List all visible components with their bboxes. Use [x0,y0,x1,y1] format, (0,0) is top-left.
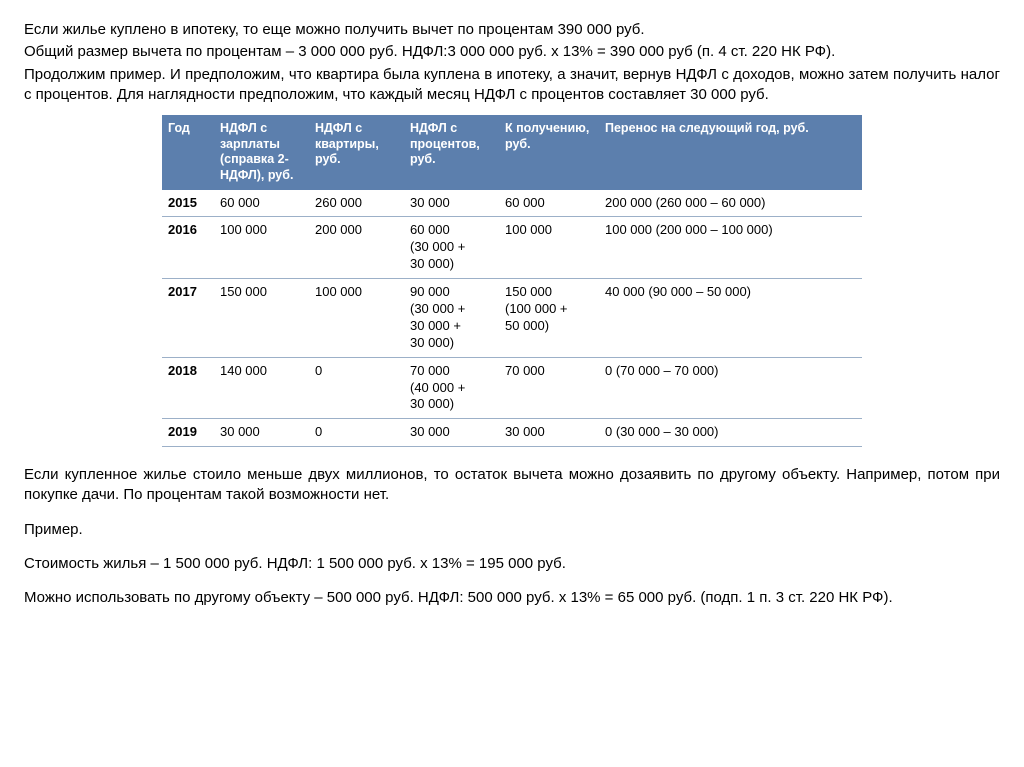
table-body: 201560 000260 00030 00060 000200 000 (26… [162,190,862,447]
table-cell: 100 000 [309,279,404,358]
table-cell: 70 000 (40 000 + 30 000) [404,357,499,419]
table-cell: 2016 [162,217,214,279]
col-header-to-receive: К получению, руб. [499,115,599,190]
table-cell: 140 000 [214,357,309,419]
col-header-carryover: Перенос на следующий год, руб. [599,115,862,190]
conclusion-paragraph-1: Если купленное жилье стоило меньше двух … [24,465,1000,506]
table-cell: 0 [309,419,404,447]
table-cell: 60 000 [214,190,309,217]
table-row: 2016100 000200 00060 000 (30 000 + 30 00… [162,217,862,279]
col-header-year: Год [162,115,214,190]
table-cell: 0 (30 000 – 30 000) [599,419,862,447]
col-header-apartment-ndfl: НДФЛ с квартиры, руб. [309,115,404,190]
table-cell: 100 000 [499,217,599,279]
table-cell: 60 000 [499,190,599,217]
table-cell: 30 000 [214,419,309,447]
table-cell: 0 (70 000 – 70 000) [599,357,862,419]
conclusion-section: Если купленное жилье стоило меньше двух … [24,465,1000,608]
example-paragraph-1: Стоимость жилья – 1 500 000 руб. НДФЛ: 1… [24,554,1000,574]
example-paragraph-2: Можно использовать по другому объекту – … [24,588,1000,608]
table-cell: 200 000 [309,217,404,279]
table-cell: 40 000 (90 000 – 50 000) [599,279,862,358]
table-cell: 30 000 [404,190,499,217]
table-row: 2017150 000100 00090 000 (30 000 + 30 00… [162,279,862,358]
table-cell: 60 000 (30 000 + 30 000) [404,217,499,279]
table-cell: 100 000 (200 000 – 100 000) [599,217,862,279]
table-cell: 2019 [162,419,214,447]
intro-paragraph-1: Если жилье куплено в ипотеку, то еще мож… [24,20,1000,40]
table-cell: 150 000 [214,279,309,358]
table-cell: 2017 [162,279,214,358]
table-row: 2018140 000070 000 (40 000 + 30 000)70 0… [162,357,862,419]
table-cell: 2015 [162,190,214,217]
table-cell: 100 000 [214,217,309,279]
col-header-interest-ndfl: НДФЛ с процентов, руб. [404,115,499,190]
table-cell: 90 000 (30 000 + 30 000 + 30 000) [404,279,499,358]
intro-paragraph-2: Общий размер вычета по процентам – 3 000… [24,42,1000,62]
table-cell: 2018 [162,357,214,419]
table-header-row: Год НДФЛ с зарплаты (справка 2-НДФЛ), ру… [162,115,862,190]
table-cell: 30 000 [404,419,499,447]
table-cell: 0 [309,357,404,419]
tax-table-container: Год НДФЛ с зарплаты (справка 2-НДФЛ), ру… [24,115,1000,447]
table-row: 201560 000260 00030 00060 000200 000 (26… [162,190,862,217]
intro-paragraph-3: Продолжим пример. И предположим, что ква… [24,65,1000,106]
tax-deduction-table: Год НДФЛ с зарплаты (справка 2-НДФЛ), ру… [162,115,862,447]
table-cell: 30 000 [499,419,599,447]
table-cell: 70 000 [499,357,599,419]
col-header-salary-ndfl: НДФЛ с зарплаты (справка 2-НДФЛ), руб. [214,115,309,190]
table-cell: 200 000 (260 000 – 60 000) [599,190,862,217]
table-cell: 150 000 (100 000 + 50 000) [499,279,599,358]
example-label: Пример. [24,520,1000,540]
table-row: 201930 000030 00030 0000 (30 000 – 30 00… [162,419,862,447]
table-cell: 260 000 [309,190,404,217]
